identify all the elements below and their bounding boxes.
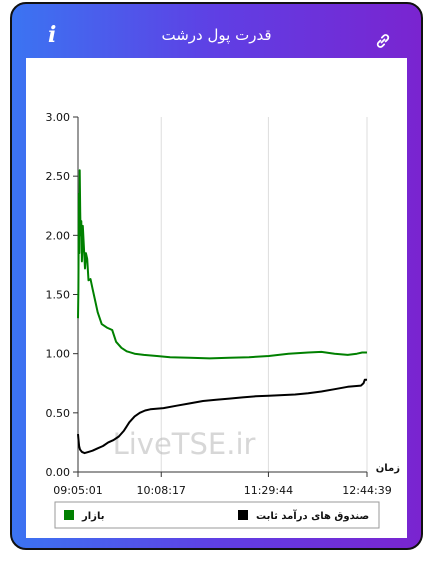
y-tick-label: 2.50 <box>46 170 71 183</box>
chart-panel: 09:05:01 10:08:17 11:29:44 12:44:39 0.00 0.50… <box>26 58 407 538</box>
legend-swatch-market <box>64 510 74 520</box>
grid-lines <box>160 117 368 472</box>
y-tick-label: 2.00 <box>46 229 71 242</box>
chart-card: i قدرت پول درشت 09:05:01 10:08:17 11:29:44… <box>10 2 423 550</box>
card-title: قدرت پول درشت <box>161 26 272 44</box>
chart-svg: 09:05:01 10:08:17 11:29:44 12:44:39 0.00 0.50… <box>46 111 401 529</box>
legend: بازار صندوق های درآمد ثابت <box>54 501 380 529</box>
x-axis-label: زمان <box>376 463 400 474</box>
legend-box <box>54 501 380 529</box>
card-header: i قدرت پول درشت <box>12 4 421 56</box>
axes: 09:05:01 10:08:17 11:29:44 12:44:39 0.00 0.50… <box>46 111 401 497</box>
x-tick-label: 10:08:17 <box>137 484 186 497</box>
link-icon[interactable] <box>374 32 392 50</box>
legend-swatch-fixed-income <box>238 510 248 520</box>
series-lines <box>77 169 367 455</box>
series-line-fixed-income <box>77 378 367 455</box>
y-tick-label: 0.00 <box>46 466 71 479</box>
y-tick-label: 3.00 <box>46 111 71 124</box>
y-tick-label: 0.50 <box>46 407 71 420</box>
series-line-market <box>77 169 367 360</box>
legend-label-market: بازار <box>81 511 104 522</box>
watermark-text: LiveTSE.ir <box>113 427 256 461</box>
info-icon[interactable]: i <box>48 22 57 48</box>
x-tick-label: 12:44:39 <box>342 484 391 497</box>
x-tick-label: 09:05:01 <box>53 484 102 497</box>
legend-label-fixed-income: صندوق های درآمد ثابت <box>256 509 369 522</box>
y-tick-label: 1.50 <box>46 289 71 302</box>
x-tick-label: 11:29:44 <box>244 484 293 497</box>
y-tick-label: 1.00 <box>46 348 71 361</box>
